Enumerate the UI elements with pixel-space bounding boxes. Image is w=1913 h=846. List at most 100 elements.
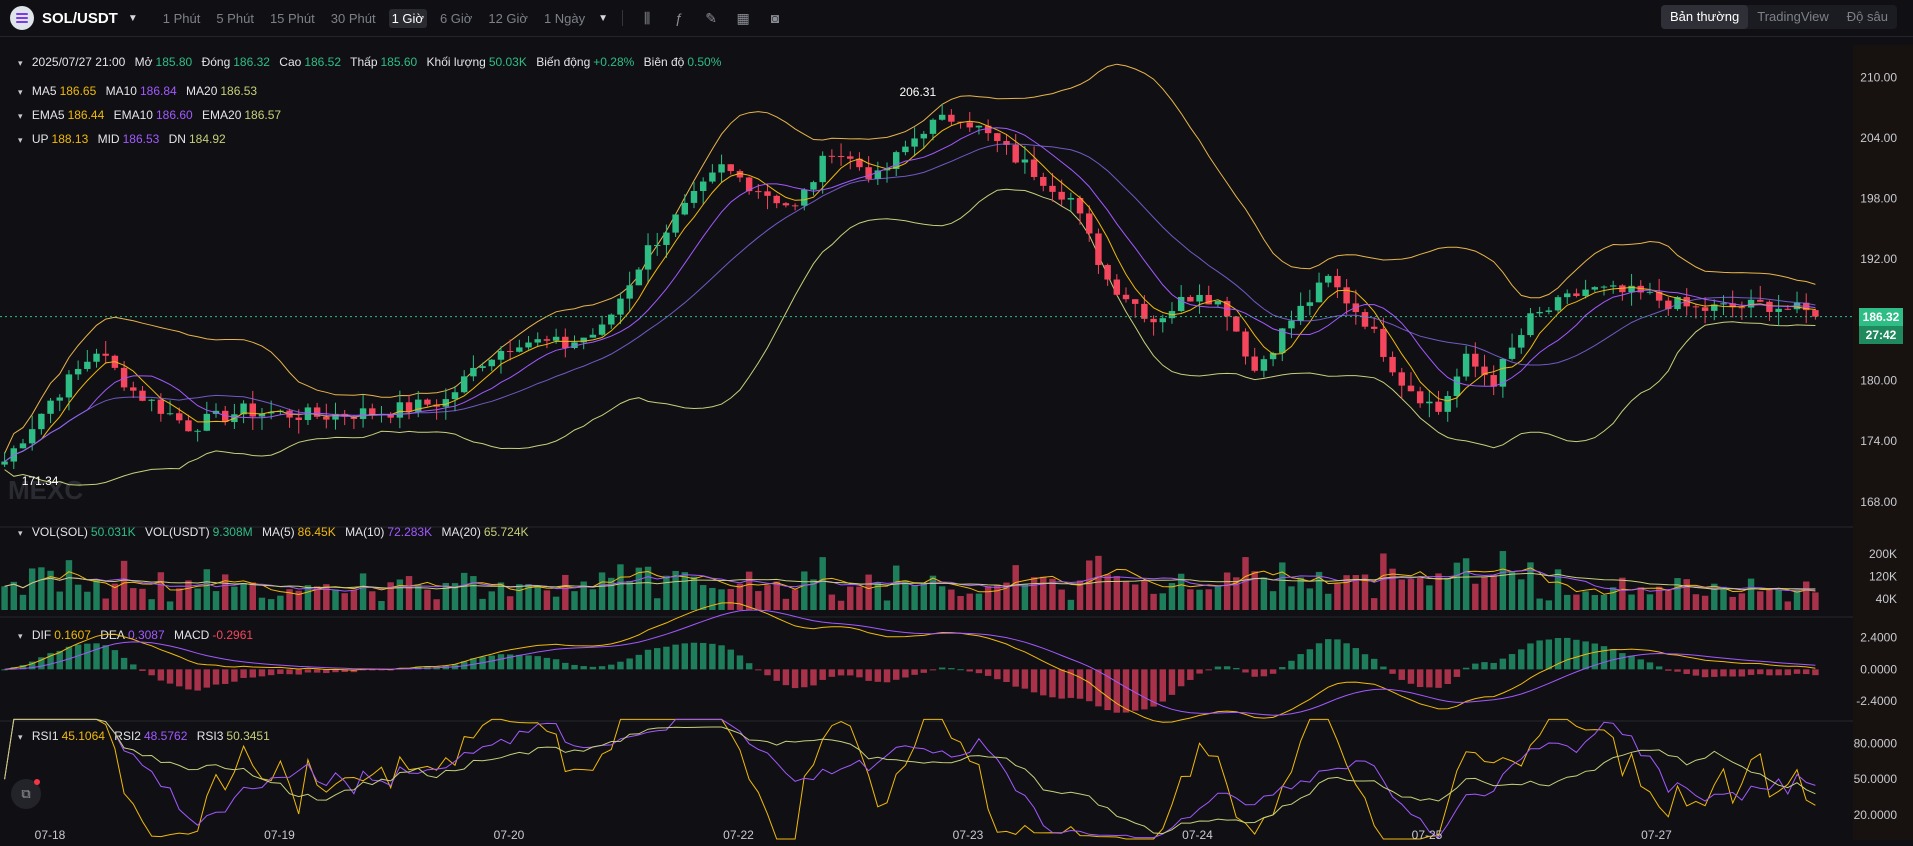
candle-body <box>1518 335 1525 348</box>
candle-body <box>84 361 91 369</box>
view-tradingview[interactable]: TradingView <box>1757 9 1829 24</box>
volume-bar <box>745 571 753 610</box>
macd-histogram-bar <box>727 649 734 670</box>
volume-bar <box>1692 594 1700 610</box>
macd-histogram-bar <box>1242 669 1249 673</box>
macd-histogram-bar <box>966 669 973 672</box>
macd-tick-label: 2.4000 <box>1860 631 1897 645</box>
candle-body <box>562 336 569 348</box>
countdown-tag: 27:42 <box>1859 325 1903 344</box>
candle-body <box>139 390 146 401</box>
camera-icon[interactable]: ◙ <box>770 10 780 26</box>
volume-bar <box>1573 594 1580 610</box>
layout-grid-icon[interactable]: ▦ <box>736 9 750 26</box>
draw-pen-icon[interactable]: ✎ <box>705 9 717 26</box>
candle-body <box>819 155 826 183</box>
volume-bar <box>1297 577 1304 610</box>
volume-bar <box>387 582 394 610</box>
volume-bar <box>1683 579 1690 610</box>
candle-body <box>369 408 376 415</box>
volume-bar <box>663 575 670 610</box>
view-standard[interactable]: Bản thường <box>1660 5 1749 29</box>
macd-histogram-bar <box>1508 654 1516 670</box>
volume-bar <box>1701 595 1709 610</box>
interval-1d[interactable]: 1 Ngày <box>543 10 586 26</box>
candle-body <box>424 399 431 405</box>
collapse-chevron-icon[interactable]: ▾ <box>18 631 23 641</box>
candle-body <box>176 413 183 421</box>
macd-histogram-bar <box>1269 669 1277 674</box>
volume-bar <box>911 585 918 610</box>
interval-1h[interactable]: 1 Giờ <box>388 8 427 28</box>
candle-body <box>608 314 615 325</box>
volume-bar <box>1159 593 1166 610</box>
macd-histogram-bar <box>166 669 174 684</box>
macd-histogram-bar <box>1343 643 1350 670</box>
pair-dropdown-icon[interactable]: ▼ <box>127 12 138 24</box>
collapse-chevron-icon[interactable]: ▾ <box>18 87 23 97</box>
candle-body <box>38 413 45 430</box>
interval-12h[interactable]: 12 Giờ <box>488 10 528 26</box>
interval-30m[interactable]: 30 Phút <box>330 10 376 26</box>
collapse-chevron-icon[interactable]: ▾ <box>18 135 23 145</box>
macd-histogram-bar <box>654 648 661 670</box>
volume-bar <box>396 579 404 610</box>
ma-legend: ▾ MA5 186.65 MA10 186.84 MA20 186.53 <box>18 84 263 98</box>
volume-bar <box>580 581 587 610</box>
layers-float-button[interactable]: ⧉ <box>11 779 41 809</box>
collapse-chevron-icon[interactable]: ▾ <box>18 58 23 68</box>
axes: 210.00204.00198.00192.00186.00180.00174.… <box>35 70 1898 842</box>
date-tick-label: 07-25 <box>1412 828 1443 842</box>
macd-histogram-bar <box>19 665 27 670</box>
candle-body <box>1361 312 1369 327</box>
view-depth[interactable]: Độ sâu <box>1846 9 1888 24</box>
high-price-annotation: 206.31 <box>899 85 936 99</box>
collapse-chevron-icon[interactable]: ▾ <box>18 732 23 742</box>
dea-value: 0.3087 <box>127 628 165 642</box>
macd-histogram-bar <box>1757 669 1764 675</box>
volume-bar <box>681 572 689 610</box>
macd-histogram-bar <box>543 657 551 670</box>
candle-body <box>102 353 109 356</box>
collapse-chevron-icon[interactable]: ▾ <box>18 528 23 538</box>
candle-body <box>267 411 275 414</box>
boll-lower-line <box>4 188 1816 486</box>
macd-histogram-bar <box>975 669 983 674</box>
rsi-tick-label: 20.0000 <box>1854 808 1898 822</box>
vol-ma5-line <box>4 567 1816 596</box>
interval-15m[interactable]: 15 Phút <box>269 10 315 26</box>
volume-bar <box>102 598 109 610</box>
indicator-bars-icon[interactable]: ⫼ <box>643 9 651 26</box>
macd-histogram-bar <box>1370 658 1378 670</box>
price-axis-panel <box>1853 45 1913 840</box>
macd-histogram-bar <box>28 661 36 670</box>
candle-body <box>157 399 165 414</box>
candle-body <box>865 167 872 179</box>
macd-histogram-bar <box>378 669 385 671</box>
sol-logo-icon <box>10 6 34 30</box>
macd-histogram-bar <box>369 669 376 671</box>
chart-canvas[interactable]: MEXC 210.00204.00198.00192.00186.00180.0… <box>0 37 1913 846</box>
volume-bar <box>1453 562 1461 610</box>
interval-6h[interactable]: 6 Giờ <box>439 10 473 26</box>
macd-histogram-bar <box>1012 669 1019 687</box>
interval-5m[interactable]: 5 Phút <box>216 10 254 26</box>
collapse-chevron-icon[interactable]: ▾ <box>18 111 23 121</box>
candle-body <box>791 205 799 207</box>
volume-bar <box>883 600 891 610</box>
pair-title[interactable]: SOL/USDT <box>42 9 118 27</box>
volume-bar <box>773 581 780 610</box>
macd-histogram-bar <box>1738 669 1746 677</box>
candle-body <box>810 182 817 190</box>
macd-histogram-bar <box>1674 669 1681 672</box>
interval-1m[interactable]: 1 Phút <box>162 10 201 26</box>
macd-histogram-bar <box>1288 660 1295 670</box>
interval-dropdown-icon[interactable]: ▼ <box>598 12 609 24</box>
volume-bar <box>258 597 266 610</box>
candle-body <box>718 164 725 173</box>
macd-histogram-bar <box>598 666 606 670</box>
volume-bar <box>1665 589 1672 610</box>
date-tick-label: 07-18 <box>35 828 66 842</box>
formula-icon[interactable]: ƒ <box>675 10 683 26</box>
candle-body <box>690 191 698 203</box>
